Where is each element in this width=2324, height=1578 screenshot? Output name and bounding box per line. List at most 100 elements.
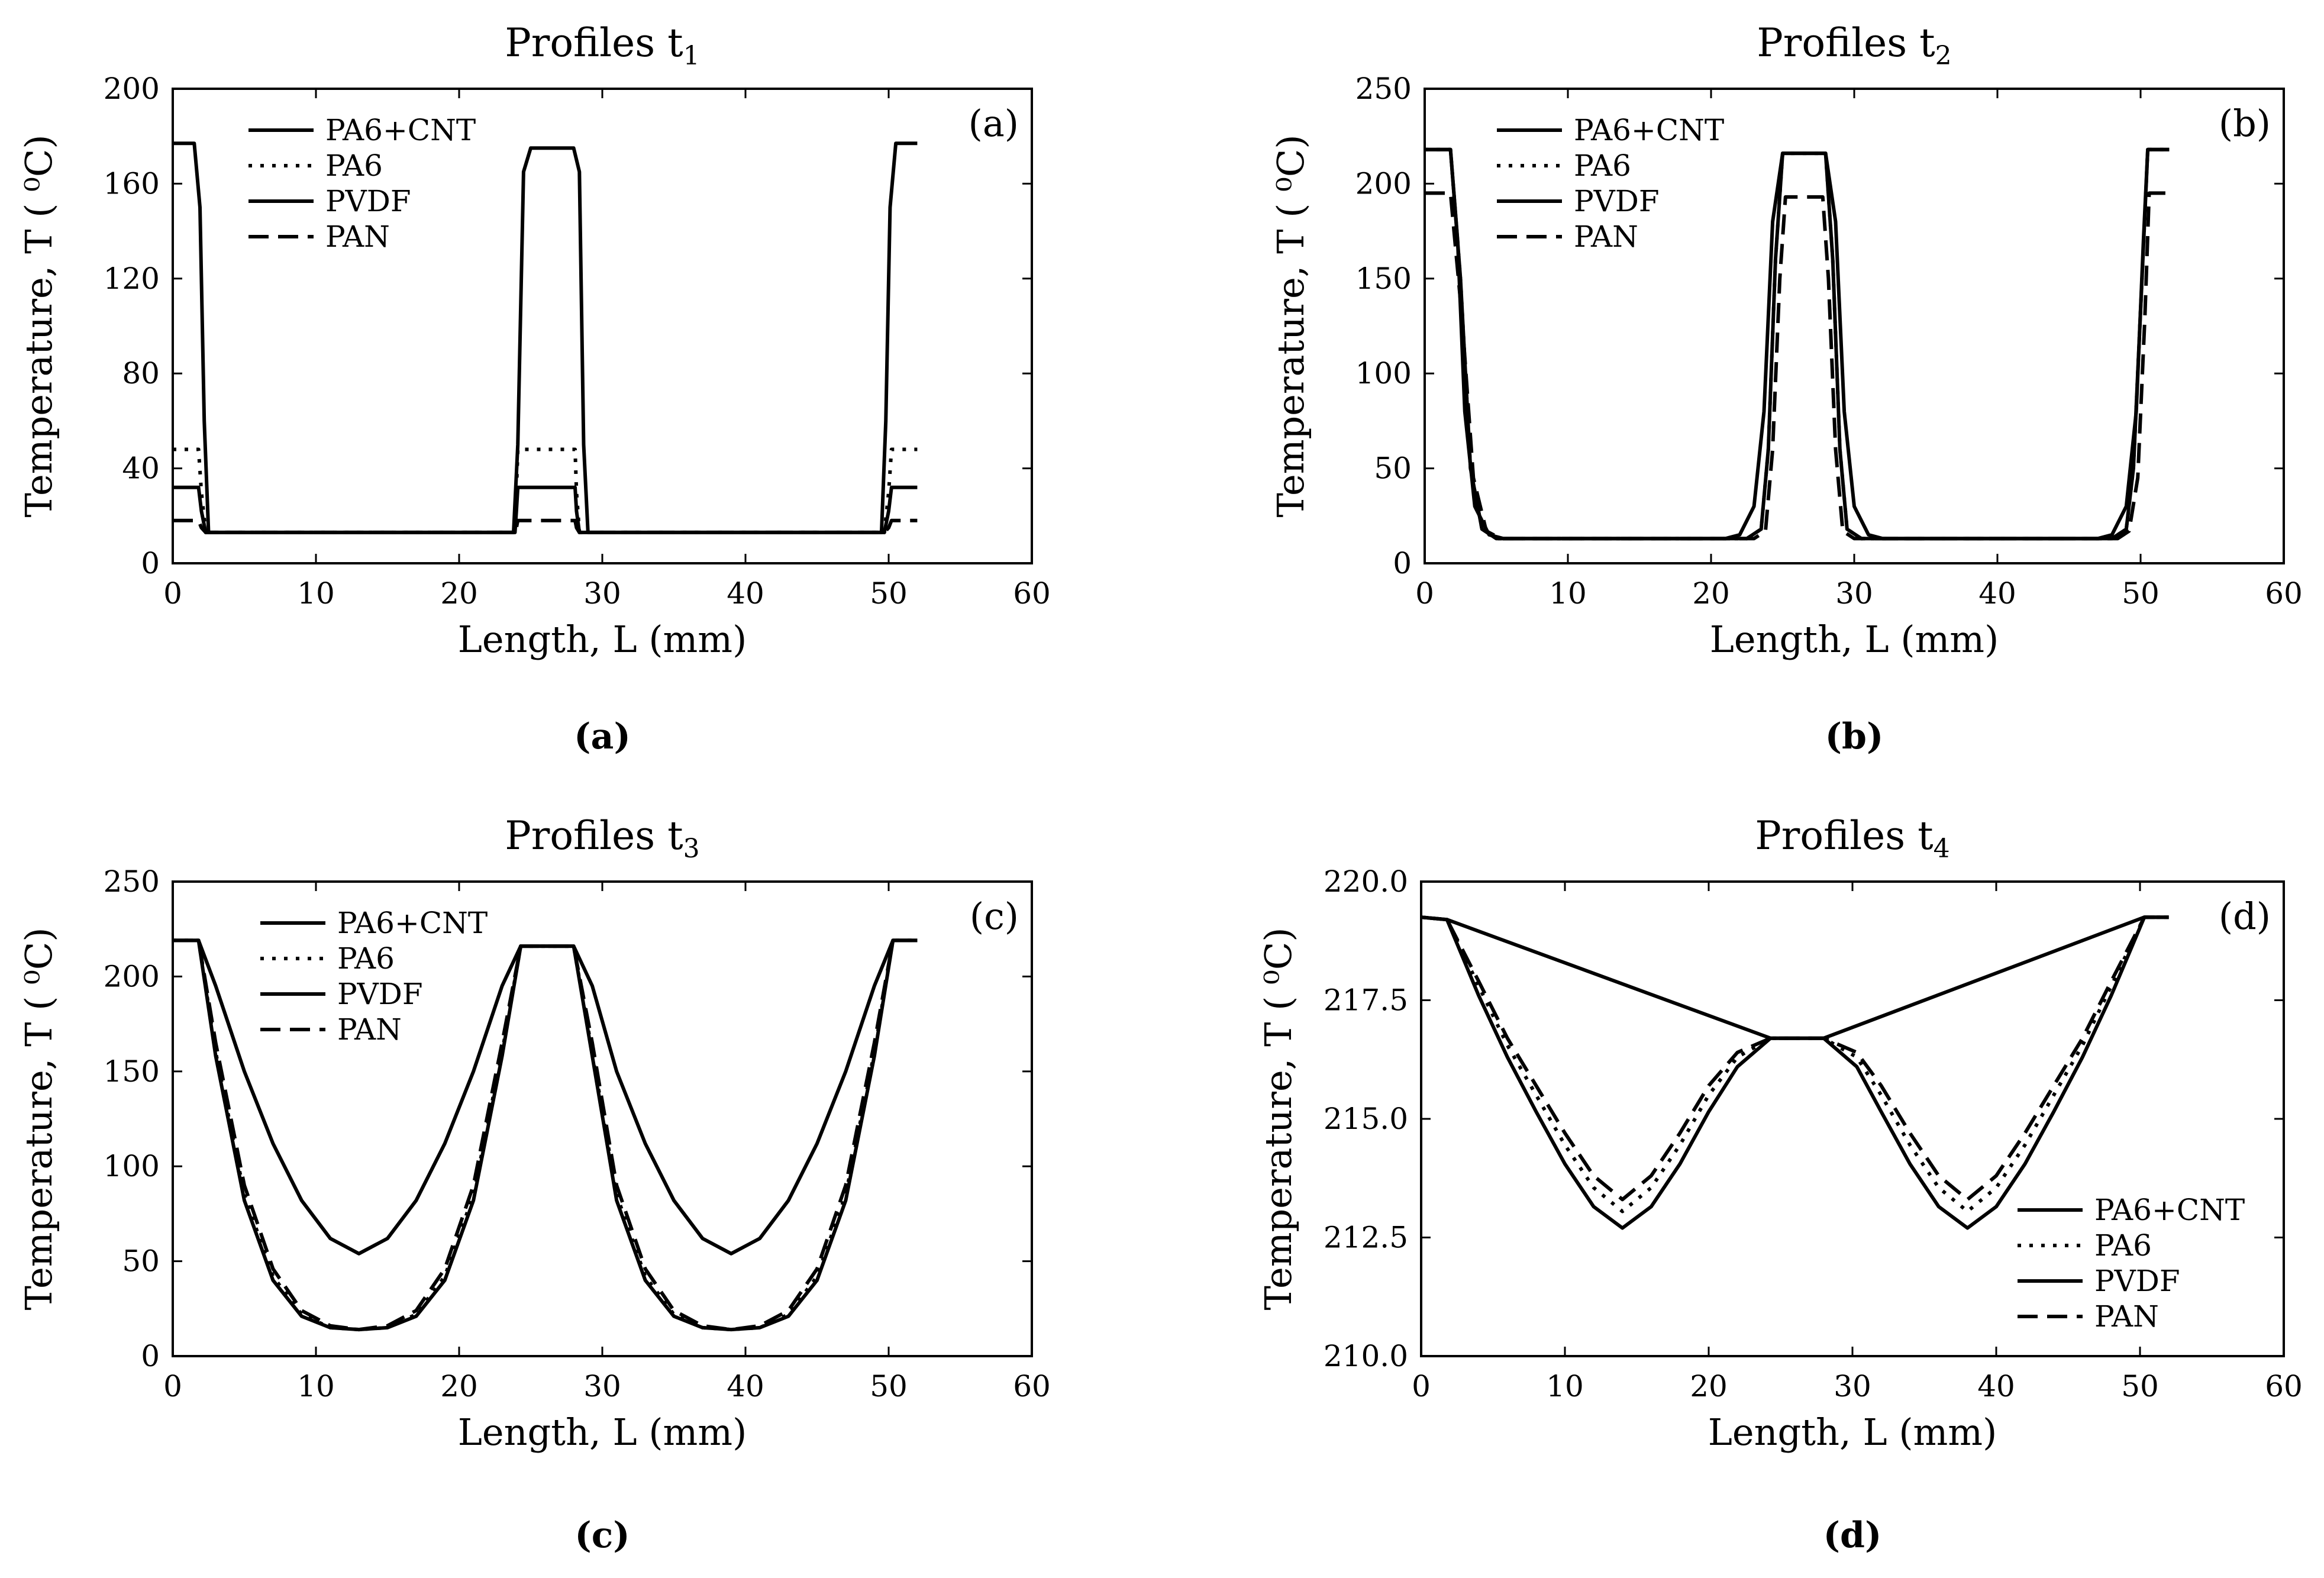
panel-tag: (a) [969,102,1019,145]
y-tick-label: 212.5 [1324,1221,1408,1255]
chart-panel-a: 0 10 20 30 40 50 60 0 40 80 120 160 200 PA6+CNTPA6PVD… [17,20,1051,757]
y-axis-label: Temperature, T ( ⁰C) [1257,927,1300,1310]
y-tick-label: 210.0 [1324,1339,1408,1373]
series-line-pa6-cnt [1425,147,2170,541]
x-tick-label: 60 [2265,576,2303,611]
series-line-pa6-cnt [173,938,918,1256]
y-tick-label: 100 [1355,356,1412,391]
figure-caption: (c) [574,1515,630,1556]
legend-label: PAN [325,220,390,254]
panel-tag: (d) [2219,895,2271,938]
y-tick-label: 0 [141,1339,160,1373]
series-line-pvdf [173,485,918,534]
legend-label: PAN [1574,220,1638,254]
x-tick-label: 0 [163,1369,182,1403]
y-tick-label: 100 [104,1149,160,1183]
x-tick-label: 10 [1546,1369,1584,1403]
x-tick-label: 10 [297,1369,335,1403]
y-tick-label: 217.5 [1324,983,1408,1018]
series-line-pan [173,518,918,534]
chart-panel-d: 0 10 20 30 40 50 60 210.0 212.5 215.0 217.5 220.0 PA… [1257,813,2303,1556]
x-tick-label: 60 [1013,576,1051,611]
legend-label: PVDF [325,184,411,218]
legend-label: PA6 [325,149,383,183]
series-line-pa6-cnt [173,141,918,534]
y-tick-label: 200 [104,72,160,106]
x-tick-label: 10 [297,576,335,611]
y-tick-label: 200 [1355,166,1412,201]
y-tick-label: 50 [122,1244,160,1279]
y-axis-label: Temperature, T ( ⁰C) [1269,134,1312,517]
x-tick-label: 60 [1013,1369,1051,1403]
x-tick-label: 30 [1834,1369,1871,1403]
x-tick-label: 20 [440,576,478,611]
series-line-pan [173,938,918,1332]
chart-panel-b: 0 10 20 30 40 50 60 0 50 100 150 200 250 PA6+CNTPA6PV… [1269,20,2303,757]
chart-panel-c: 0 10 20 30 40 50 60 0 50 100 150 200 250 PA6+CNTPA6PV… [17,813,1051,1556]
y-tick-label: 0 [1393,546,1412,580]
x-tick-label: 10 [1549,576,1587,611]
x-tick-label: 60 [2265,1369,2303,1403]
legend-label: PAN [337,1012,402,1047]
x-tick-label: 0 [1415,576,1434,611]
y-tick-label: 80 [122,356,160,391]
series-line-pvdf [1425,147,2170,541]
figure-caption: (a) [574,716,631,757]
series-line-pa6-cnt [1421,915,2169,1040]
figure-caption: (b) [1825,716,1884,757]
y-tick-label: 220.0 [1324,864,1408,899]
y-tick-label: 120 [104,262,160,296]
legend-label: PVDF [2094,1264,2180,1298]
series-line-pvdf [1421,915,2169,1230]
y-tick-label: 160 [104,166,160,201]
y-tick-label: 150 [1355,262,1412,296]
x-tick-label: 0 [163,576,182,611]
legend-label: PVDF [1574,184,1660,218]
panel-tag: (c) [970,895,1019,938]
legend-label: PAN [2094,1299,2159,1334]
x-tick-label: 40 [727,1369,764,1403]
legend-label: PA6+CNT [337,906,488,940]
x-tick-label: 30 [583,1369,621,1403]
x-axis-label: Length, L (mm) [1708,1411,1997,1454]
chart-title: Profiles t4 [1755,813,1949,864]
chart-title: Profiles t2 [1757,20,1951,71]
x-tick-label: 50 [2121,1369,2159,1403]
x-tick-label: 40 [1978,576,2016,611]
x-tick-label: 20 [1692,576,1730,611]
y-tick-label: 250 [104,864,160,899]
x-tick-label: 30 [583,576,621,611]
y-tick-label: 215.0 [1324,1102,1408,1136]
x-tick-label: 40 [727,576,764,611]
series-line-pa6 [173,938,918,1332]
legend-label: PA6 [337,941,395,976]
x-axis-label: Length, L (mm) [1710,618,1999,661]
y-axis-label: Temperature, T ( ⁰C) [17,134,60,517]
x-tick-label: 20 [1690,1369,1728,1403]
chart-title: Profiles t1 [505,20,699,71]
legend-label: PA6+CNT [1574,113,1724,147]
x-axis-label: Length, L (mm) [458,618,747,661]
y-tick-label: 0 [141,546,160,580]
series-line-pan [1421,915,2169,1202]
chart-title: Profiles t3 [505,813,699,864]
legend-label: PVDF [337,977,423,1011]
series-line-pan [1425,191,2170,541]
x-tick-label: 50 [2122,576,2160,611]
x-tick-label: 30 [1835,576,1873,611]
panel-tag: (b) [2219,102,2271,145]
x-tick-label: 50 [870,576,908,611]
y-tick-label: 250 [1355,72,1412,106]
x-tick-label: 40 [1977,1369,2015,1403]
y-axis-label: Temperature, T ( ⁰C) [17,927,60,1310]
series-line-pa6 [1421,915,2169,1214]
x-tick-label: 0 [1412,1369,1431,1403]
legend-label: PA6+CNT [2094,1193,2245,1227]
y-tick-label: 200 [104,959,160,993]
x-tick-label: 50 [870,1369,908,1403]
x-axis-label: Length, L (mm) [458,1411,747,1454]
figure-caption: (d) [1823,1515,1882,1556]
legend-label: PA6 [1574,149,1631,183]
legend-label: PA6+CNT [325,113,476,147]
